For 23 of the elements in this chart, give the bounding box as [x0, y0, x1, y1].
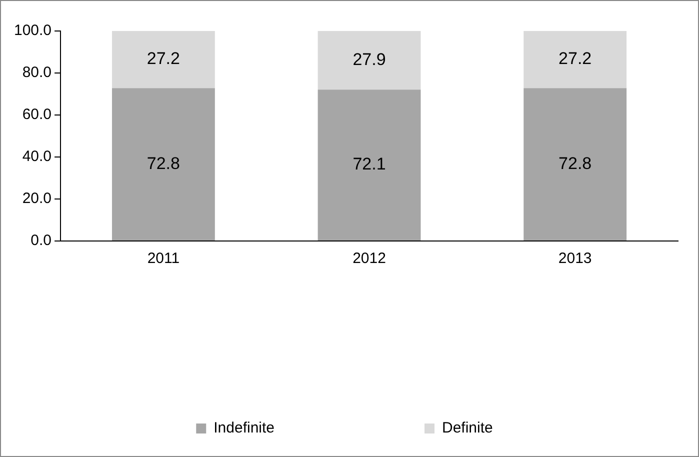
y-tick-label: 80.0 [22, 64, 52, 82]
data-label: 27.2 [558, 49, 592, 68]
x-tick-label: 2013 [558, 250, 592, 268]
legend-label: Indefinite [214, 420, 275, 437]
legend-label: Definite [442, 420, 493, 437]
bar [524, 31, 627, 88]
bar [112, 88, 215, 240]
data-label: 27.9 [352, 50, 386, 69]
bar [524, 88, 627, 240]
bar [112, 31, 215, 88]
data-label: 72.1 [352, 154, 386, 174]
y-tick-label: 40.0 [22, 148, 52, 166]
bar [318, 90, 421, 240]
y-tick-label: 20.0 [22, 190, 52, 208]
y-tick-label: 0.0 [30, 232, 52, 250]
data-label: 72.8 [558, 154, 592, 173]
data-label: 27.2 [146, 49, 180, 68]
bar [318, 31, 421, 90]
y-tick-label: 60.0 [22, 106, 52, 124]
x-tick-label: 2012 [352, 250, 386, 268]
y-tick-label: 100.0 [14, 22, 52, 40]
data-label: 72.8 [146, 154, 180, 173]
x-tick-label: 2011 [147, 250, 180, 268]
